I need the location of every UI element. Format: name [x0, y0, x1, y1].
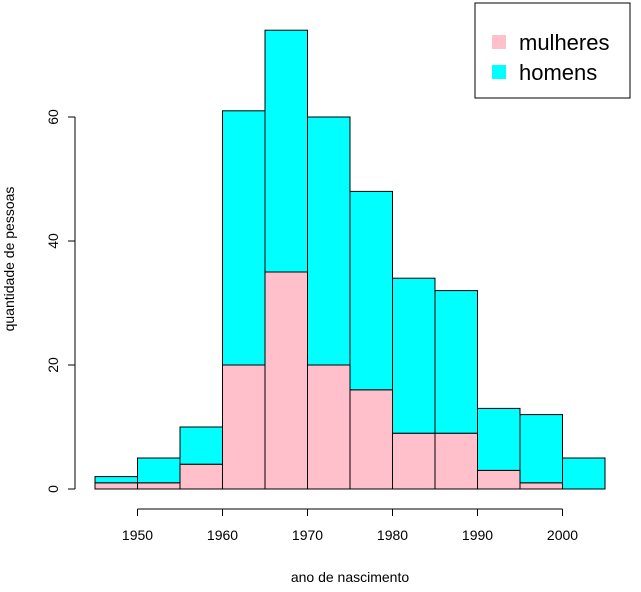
bar-homens-1975: [349, 190, 393, 391]
legend-label-homens: homens: [519, 60, 597, 85]
bar-homens-1955: [179, 426, 223, 465]
y-axis: 0 20 40 60: [45, 109, 76, 493]
bar-homens-1980: [392, 277, 436, 434]
bar-homens-1945: [94, 476, 138, 484]
y-axis-label: quantidade de pessoas: [1, 187, 17, 332]
bar-mulheres-1950: [137, 482, 181, 490]
bar-mulheres-1960: [222, 364, 266, 490]
y-tick-label: 0: [45, 485, 61, 493]
bar-homens-1985: [434, 290, 478, 434]
bar-mulheres-1995: [519, 482, 563, 490]
y-tick-label: 60: [45, 109, 61, 125]
bar-homens-1960: [222, 110, 266, 366]
bar-mulheres-1980: [392, 432, 436, 490]
x-tick-label: 1960: [207, 527, 238, 543]
bar-homens-1965: [264, 29, 308, 273]
bar-homens-2000: [562, 457, 606, 490]
bar-mulheres-1955: [179, 463, 223, 490]
legend-label-mulheres: mulheres: [519, 30, 609, 55]
x-axis-label: ano de nascimento: [291, 569, 410, 585]
bar-mulheres-1965: [264, 271, 308, 490]
bars-group: [94, 29, 606, 490]
y-tick-label: 20: [45, 357, 61, 373]
legend-box: [474, 2, 631, 99]
x-tick-label: 1980: [377, 527, 408, 543]
legend: mulheres homens: [474, 2, 631, 99]
bar-homens-1970: [307, 116, 351, 366]
bar-mulheres-1945: [94, 482, 138, 490]
y-tick-label: 40: [45, 233, 61, 249]
bar-mulheres-1985: [434, 432, 478, 490]
x-axis: 1950 1960 1970 1980 1990 2000: [122, 508, 578, 543]
x-tick-label: 1970: [292, 527, 323, 543]
bar-mulheres-1990: [477, 469, 521, 490]
bar-mulheres-1975: [349, 389, 393, 490]
bar-mulheres-1970: [307, 364, 351, 490]
x-tick-label: 1950: [122, 527, 153, 543]
bar-homens-1990: [477, 407, 521, 471]
bar-homens-1995: [519, 414, 563, 484]
x-tick-label: 1990: [462, 527, 493, 543]
bar-homens-1950: [137, 457, 181, 484]
x-tick-label: 2000: [547, 527, 578, 543]
legend-swatch-mulheres: [492, 35, 506, 49]
legend-swatch-homens: [492, 65, 506, 79]
